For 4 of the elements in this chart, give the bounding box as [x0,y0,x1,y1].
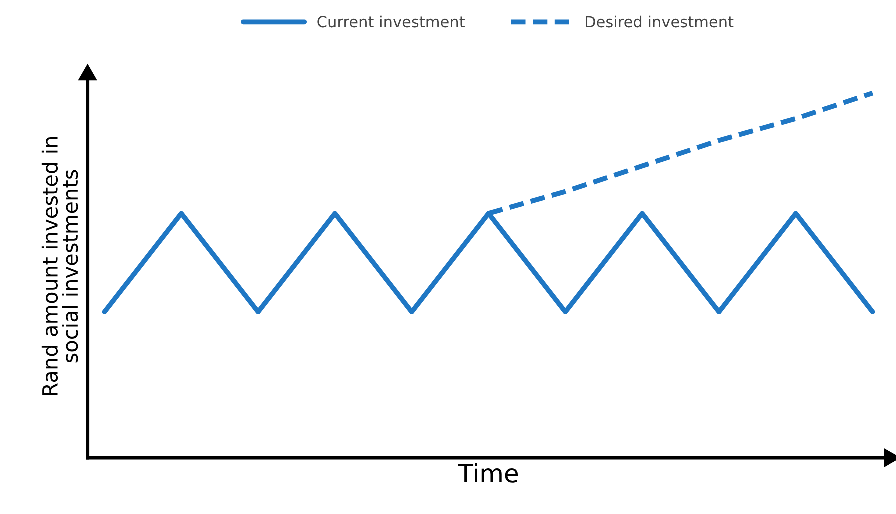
legend-label: Desired investment [586,16,734,28]
legend-label: Current investment [318,16,465,28]
y-axis-title: Rand amount invested in social investments [42,137,78,396]
x-axis-title: Time [458,464,518,483]
